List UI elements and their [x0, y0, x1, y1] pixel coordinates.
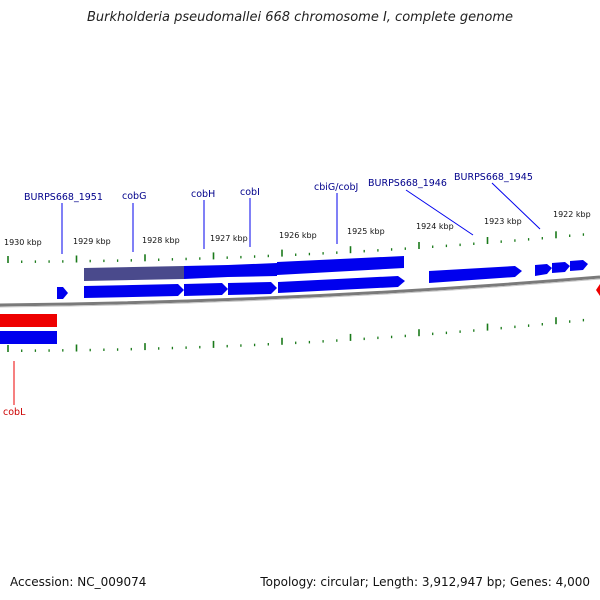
gene-burps668-1945-b[interactable] [552, 262, 570, 273]
kbp-label-1930: 1930 kbp [4, 238, 42, 247]
lower-tick-ruler [7, 317, 585, 352]
gene-label-cobl[interactable]: cobL [3, 407, 26, 418]
kbp-label-1925: 1925 kbp [347, 227, 385, 236]
leader-burps668-1946 [405, 189, 474, 236]
gene-cobi[interactable] [228, 282, 277, 295]
gene-leader-lines [61, 182, 541, 254]
gene-cobg-highlight[interactable] [84, 266, 184, 281]
chromosome-backbone-shadow [0, 278, 600, 308]
leader-burps668-1945 [491, 182, 541, 230]
gene-label-burps668-1945[interactable]: BURPS668_1945 [454, 172, 533, 183]
chromosome-backbone [0, 275, 600, 307]
gene-row-upper [84, 256, 588, 283]
gene-label-cobi[interactable]: cobI [240, 187, 260, 198]
gene-partial-right-edge[interactable] [596, 284, 600, 296]
gene-cobg[interactable] [84, 284, 184, 298]
gene-cobl[interactable] [0, 314, 57, 327]
gene-cobi-upper[interactable] [228, 263, 277, 277]
kbp-label-1922: 1922 kbp [553, 210, 591, 219]
gene-label-burps668-1951[interactable]: BURPS668_1951 [24, 192, 103, 203]
gene-burps668-1951[interactable] [57, 287, 68, 299]
gene-burps668-1946-upper[interactable] [429, 266, 522, 283]
gene-row-lower [57, 276, 405, 299]
gene-cobh-upper[interactable] [184, 265, 228, 279]
gene-partial-lower-left[interactable] [0, 331, 57, 344]
gene-cbig-cobj-upper[interactable] [277, 256, 404, 275]
upper-tick-ruler [7, 231, 585, 263]
kbp-label-1923: 1923 kbp [484, 217, 522, 226]
kbp-label-1929: 1929 kbp [73, 237, 111, 246]
gene-burps668-1945-a[interactable] [535, 264, 552, 276]
gene-label-cobg[interactable]: cobG [122, 191, 146, 202]
gene-cbig-cobj[interactable] [278, 276, 405, 293]
gene-label-cobh[interactable]: cobH [191, 189, 215, 200]
genome-summary-text: Topology: circular; Length: 3,912,947 bp… [260, 575, 590, 589]
accession-text: Accession: NC_009074 [10, 575, 147, 589]
kbp-label-1928: 1928 kbp [142, 236, 180, 245]
gene-burps668-1945-c[interactable] [570, 260, 588, 271]
genome-title: Burkholderia pseudomallei 668 chromosome… [86, 10, 514, 25]
gene-label-cbig-cobj[interactable]: cbiG/cobJ [314, 182, 358, 193]
gene-label-burps668-1946[interactable]: BURPS668_1946 [368, 178, 447, 189]
gene-cobh[interactable] [184, 283, 228, 296]
kbp-label-1924: 1924 kbp [416, 222, 454, 231]
kbp-label-1927: 1927 kbp [210, 234, 248, 243]
kbp-label-1926: 1926 kbp [279, 231, 317, 240]
